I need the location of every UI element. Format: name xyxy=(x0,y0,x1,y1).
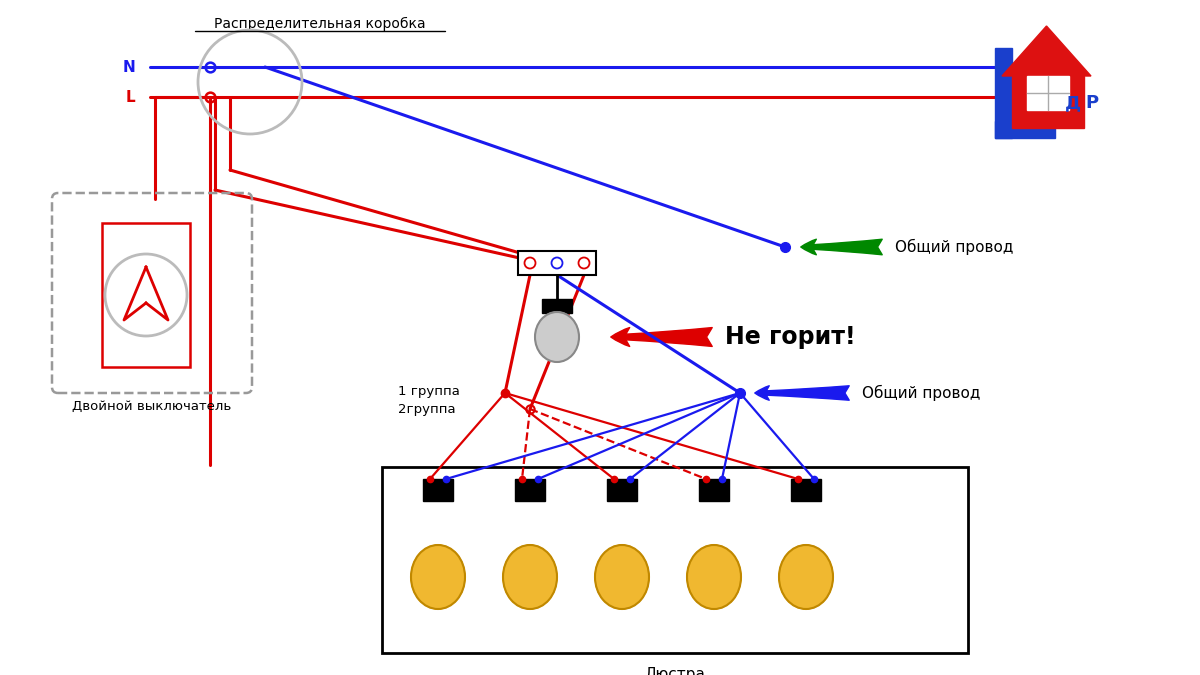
Text: Общий провод: Общий провод xyxy=(895,239,1013,255)
Text: N: N xyxy=(122,59,134,74)
Text: Не горит!: Не горит! xyxy=(725,325,856,349)
Text: L: L xyxy=(125,90,134,105)
Text: Распределительная коробка: Распределительная коробка xyxy=(214,17,426,31)
Ellipse shape xyxy=(535,312,580,362)
Bar xyxy=(542,299,572,313)
Ellipse shape xyxy=(595,545,649,609)
Text: 1 группа: 1 группа xyxy=(398,385,460,398)
Bar xyxy=(1027,76,1069,110)
Ellipse shape xyxy=(410,545,466,609)
Bar xyxy=(698,479,728,501)
Bar xyxy=(995,48,1012,138)
Polygon shape xyxy=(1002,26,1091,76)
Bar xyxy=(518,251,596,275)
Text: Д: Д xyxy=(1066,94,1081,112)
Bar xyxy=(607,479,637,501)
Bar xyxy=(791,479,821,501)
Ellipse shape xyxy=(686,545,742,609)
Text: Р: Р xyxy=(1085,94,1098,112)
Bar xyxy=(382,467,968,653)
Text: Двойной выключатель: Двойной выключатель xyxy=(72,400,232,413)
Text: 2группа: 2группа xyxy=(398,404,456,416)
Text: Общий провод: Общий провод xyxy=(862,385,980,401)
Text: Люстра: Люстра xyxy=(644,667,706,675)
Bar xyxy=(422,479,454,501)
Ellipse shape xyxy=(503,545,557,609)
Bar xyxy=(515,479,545,501)
Bar xyxy=(102,223,190,367)
Bar xyxy=(1012,76,1084,128)
Ellipse shape xyxy=(779,545,833,609)
Bar xyxy=(995,121,1055,138)
